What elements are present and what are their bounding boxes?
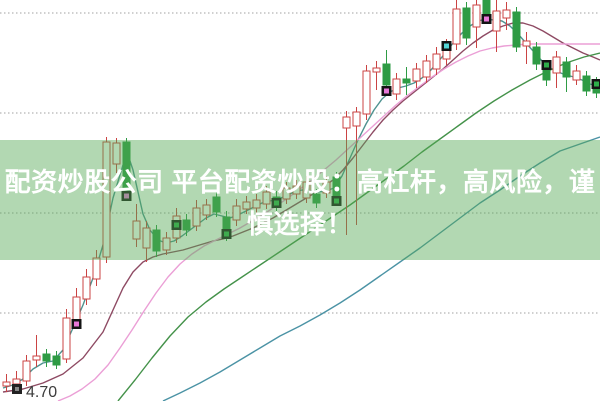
signal-marker-dot [124,193,129,199]
candle-body [182,219,191,231]
price-flag-icon-dot [15,387,19,391]
candle-body [402,78,411,84]
candle-body [532,46,541,65]
signal-marker-dot [334,198,339,204]
candle-body [82,276,91,300]
candle-body [432,53,441,70]
ma-slow-teal-line [162,136,600,401]
candle-body [72,296,81,322]
candle-body [262,191,271,205]
signal-marker-dot [444,43,449,49]
candle-body [582,75,591,92]
candle-body [572,70,581,81]
candle-body [212,196,221,213]
candle-body [92,257,101,280]
candle-body [12,378,21,385]
candle-body [362,70,371,115]
candle-body [312,193,321,204]
candle-body [132,220,141,240]
ma-mid-maroon-line [2,22,600,393]
signal-marker-dot [544,62,549,68]
candle-body [302,181,311,199]
candle-body [562,61,571,78]
candle-body [162,237,171,251]
candle-body [22,360,31,382]
candle-body [382,63,391,86]
ma-pink-line [57,43,600,401]
candle-body [352,111,361,127]
signal-marker-dot [384,88,389,94]
candle-body [242,201,251,210]
signal-marker-dot [174,222,179,228]
candle-body [282,187,291,200]
signal-marker-dot [274,200,279,206]
candle-body [412,68,421,82]
candle-body [2,381,11,387]
candle-body [322,181,331,194]
candle-body [42,353,51,362]
candle-body [232,205,241,221]
candle-body [342,116,351,129]
candle-body [512,11,521,48]
candle-body [502,9,511,19]
signal-marker-dot [224,231,229,237]
candle-body [122,141,131,192]
candle-body [522,40,531,47]
candle-body [552,56,561,74]
candle-body [152,229,161,252]
candle-body [462,7,471,39]
candle-body [62,317,71,360]
candle-body [252,199,261,209]
candle-body [492,10,501,32]
candle-body [192,207,201,227]
candle-body [112,142,121,165]
ma-green-line [117,52,600,401]
candle-body [472,4,481,28]
signal-marker-dot [594,81,599,87]
candle-body [52,355,61,366]
signal-marker-dot [484,16,489,22]
candle-body [392,78,401,95]
candle-body [202,204,211,216]
candle-body [372,67,381,73]
candle-body [482,0,491,17]
ma-fast-teal-line [2,18,600,389]
candle-body [32,355,41,361]
candle-body [142,227,151,249]
candle-body [422,60,431,78]
candle-body [292,185,301,195]
candle-body [332,176,341,199]
candle-body [452,8,461,45]
candle-body [102,141,111,258]
signal-marker-dot [74,321,79,327]
price-label: 4.70 [26,384,57,401]
